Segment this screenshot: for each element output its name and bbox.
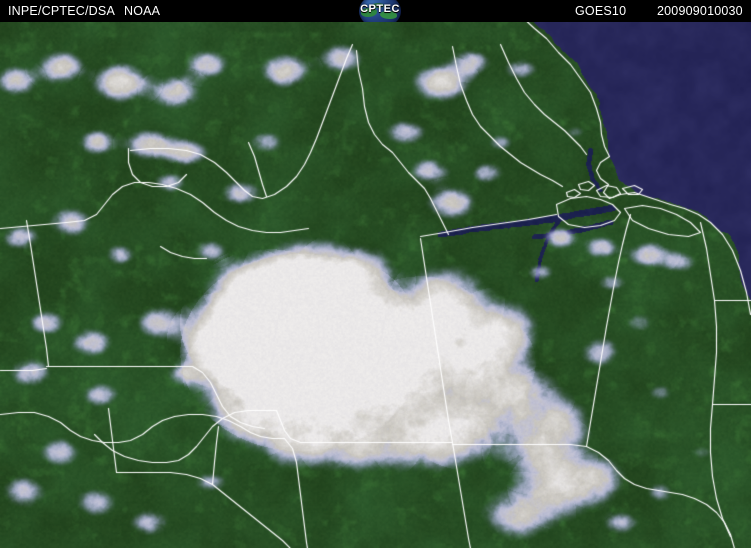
cptec-logo-label: CPTEC (360, 3, 400, 15)
header-bar: INPE/CPTEC/DSA NOAA CPTEC GOES10 2009090… (0, 0, 751, 22)
timestamp-label: 200909010030 (657, 4, 743, 18)
cptec-logo-icon: CPTEC (358, 0, 402, 22)
agency-label: INPE/CPTEC/DSA (8, 4, 115, 18)
satellite-image-canvas (0, 22, 751, 548)
globe-landmass-west (361, 8, 377, 17)
globe-landmass-east (380, 11, 397, 19)
globe-landmass-north (372, 3, 384, 8)
satellite-label: GOES10 (575, 4, 627, 18)
satellite-image (0, 22, 751, 548)
source-label: NOAA (124, 4, 161, 18)
